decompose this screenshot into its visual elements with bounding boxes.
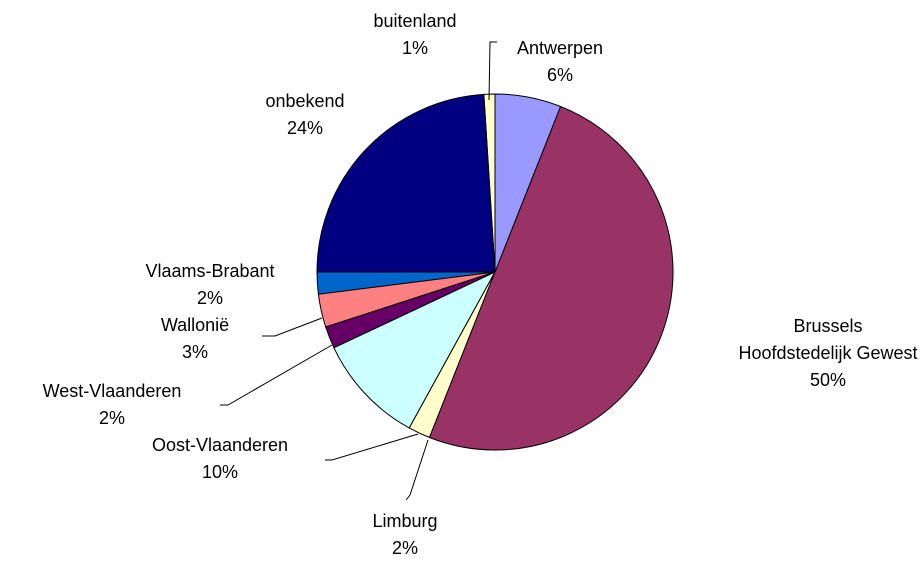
slice-label: Limburg 2%	[372, 508, 437, 562]
category-label: Brussels Hoofdstedelijk Gewest	[738, 316, 918, 363]
pie-slice	[494, 93, 562, 273]
pie-slice	[333, 270, 497, 429]
category-label: Wallonië	[160, 315, 230, 335]
value-label: 2%	[98, 408, 125, 428]
slice-label: Vlaams-Brabant 2%	[145, 258, 274, 312]
value-label: 3%	[181, 342, 208, 362]
slice-label: Wallonië 3%	[161, 312, 229, 366]
slice-label: buitenland 1%	[373, 8, 456, 62]
slice-label: onbekend 24%	[265, 88, 344, 142]
leader-line	[405, 439, 429, 501]
leader-line	[325, 433, 419, 461]
slice-label: West-Vlaanderen 2%	[43, 378, 182, 432]
category-label: Vlaams-Brabant	[145, 261, 275, 281]
value-label: 2%	[196, 288, 223, 308]
leader-line	[220, 344, 333, 406]
pie-slice	[428, 105, 674, 451]
category-label: West-Vlaanderen	[42, 381, 182, 401]
pie-slice	[316, 93, 496, 273]
category-label: Antwerpen	[516, 38, 604, 58]
slice-label: Oost-Vlaanderen 10%	[152, 432, 288, 486]
slice-label: Brussels Hoofdstedelijk Gewest 50%	[738, 313, 917, 394]
leader-line	[488, 41, 497, 101]
value-label: 50%	[809, 370, 847, 390]
leader-line	[262, 317, 323, 337]
category-label: Oost-Vlaanderen	[151, 435, 289, 455]
slice-label: Antwerpen 6%	[517, 35, 603, 89]
category-label: buitenland	[373, 11, 457, 31]
value-label: 1%	[401, 38, 429, 58]
value-label: 2%	[391, 538, 418, 558]
category-label: onbekend	[265, 91, 345, 111]
value-label: 10%	[201, 462, 239, 482]
category-label: Limburg	[372, 511, 438, 531]
value-label: 6%	[546, 65, 573, 85]
value-label: 24%	[286, 118, 324, 138]
